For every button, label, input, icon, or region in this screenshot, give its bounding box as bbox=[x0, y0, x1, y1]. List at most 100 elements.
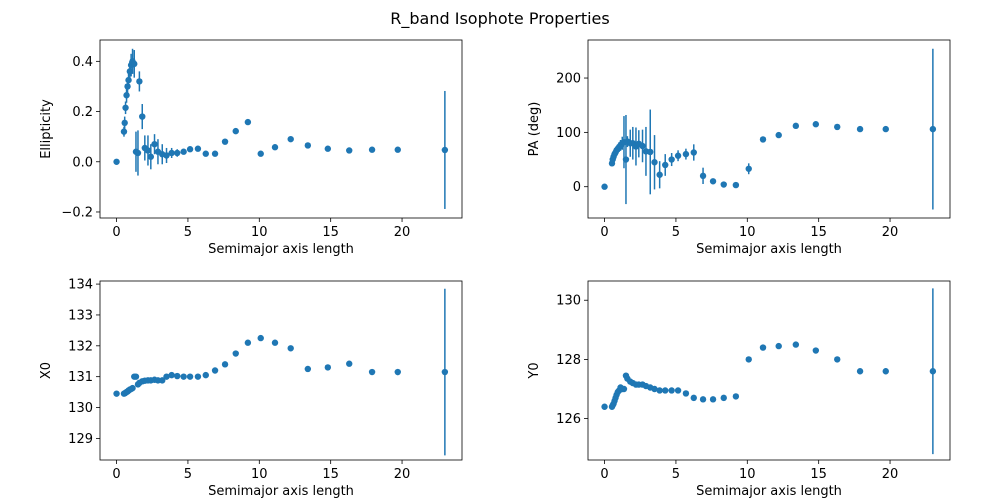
y0-xtick-label: 15 bbox=[810, 467, 827, 482]
ellipticity-data-point bbox=[194, 145, 202, 152]
x0-data-point bbox=[159, 377, 166, 384]
pa-data-point bbox=[720, 181, 727, 188]
y0-data-point bbox=[656, 387, 663, 394]
x0-ytick-label: 129 bbox=[68, 432, 93, 447]
ellipticity-ytick-label: 0.2 bbox=[72, 105, 93, 120]
pa-data-point bbox=[775, 131, 782, 139]
pa-data-point bbox=[834, 123, 841, 131]
x0-data-point bbox=[368, 368, 376, 376]
ellipticity-xlabel: Semimajor axis length bbox=[208, 242, 354, 257]
y0-ytick-label: 130 bbox=[556, 294, 581, 309]
pa-xtick-label: 5 bbox=[672, 225, 680, 240]
ellipticity-data-point bbox=[211, 150, 219, 157]
x0-data-point bbox=[194, 373, 202, 380]
ellipticity-data-point bbox=[368, 146, 376, 153]
ellipticity-data-point bbox=[168, 149, 175, 157]
x0-data-point bbox=[221, 361, 229, 368]
pa-ylabel: PA (deg) bbox=[527, 102, 542, 157]
ellipticity-xtick-label: 10 bbox=[251, 225, 268, 240]
pa-data-point bbox=[882, 125, 889, 133]
pa-data-point bbox=[745, 165, 752, 172]
ellipticity-data-point bbox=[124, 83, 131, 90]
x0-data-point bbox=[244, 339, 252, 346]
x0-data-point bbox=[232, 350, 239, 357]
y0-data-point bbox=[882, 368, 889, 375]
y0-data-point bbox=[792, 341, 800, 348]
ellipticity-data-point bbox=[180, 148, 187, 155]
x0-data-point bbox=[174, 372, 181, 380]
y0-xtick-label: 20 bbox=[882, 467, 899, 482]
x0-data-point bbox=[186, 373, 194, 380]
y0-data-point bbox=[668, 387, 675, 394]
x0-data-point bbox=[257, 334, 264, 342]
ellipticity-data-point bbox=[126, 68, 134, 75]
ellipticity-data-point bbox=[123, 92, 130, 99]
y0-data-point bbox=[720, 394, 727, 402]
ellipticity-ytick-label: −0.2 bbox=[61, 205, 93, 220]
y0-ylabel: Y0 bbox=[527, 362, 542, 379]
pa-ytick-label: 200 bbox=[556, 72, 581, 87]
pa-xtick-label: 15 bbox=[810, 225, 827, 240]
x0-xtick-label: 20 bbox=[394, 467, 411, 482]
x0-xlabel: Semimajor axis length bbox=[208, 484, 354, 499]
ellipticity-data-point bbox=[257, 150, 264, 157]
x0-ytick-label: 130 bbox=[68, 401, 93, 416]
ellipticity-ytick-label: 0.0 bbox=[72, 155, 93, 170]
y0-xtick-label: 10 bbox=[739, 467, 756, 482]
x0-data-point bbox=[304, 365, 312, 373]
ellipticity-data-point bbox=[441, 146, 449, 154]
ellipticity-data-point bbox=[139, 113, 146, 120]
subplot-x0: 0 5 10 15 20 129 130 131 132 133 134 Semimajor axis… bbox=[39, 278, 463, 499]
x0-data-point bbox=[211, 367, 219, 374]
ellipticity-data-point bbox=[287, 135, 294, 143]
ellipticity-data-point bbox=[394, 146, 401, 153]
y0-data-point bbox=[651, 385, 658, 393]
subplot-ellipticity: 0 5 10 15 20 −0.2 0.0 0.2 0.4 Semimajor axis leng… bbox=[39, 39, 463, 257]
pa-data-point bbox=[812, 121, 820, 128]
y0-data-point bbox=[775, 342, 782, 350]
pa-data-point bbox=[622, 156, 630, 163]
ellipticity-data-point bbox=[202, 150, 209, 157]
x0-data-point bbox=[113, 390, 120, 397]
ellipticity-data-point bbox=[125, 76, 132, 84]
x0-data-point bbox=[168, 371, 175, 379]
y0-data-point bbox=[674, 387, 682, 394]
ellipticity-data-point bbox=[144, 147, 152, 154]
y0-data-point bbox=[699, 396, 707, 403]
ellipticity-data-point bbox=[134, 149, 142, 157]
x0-data-point bbox=[202, 371, 209, 379]
pa-data-point bbox=[709, 178, 717, 185]
ellipticity-xtick-label: 0 bbox=[112, 225, 120, 240]
pa-data-point bbox=[674, 152, 682, 159]
x0-ytick-label: 133 bbox=[68, 308, 93, 323]
ellipticity-ylabel: Ellipticity bbox=[39, 99, 54, 159]
pa-xtick-label: 20 bbox=[882, 225, 899, 240]
pa-ytick-label: 0 bbox=[573, 180, 581, 195]
ellipticity-data-point bbox=[120, 128, 128, 135]
pa-data-point bbox=[682, 150, 690, 158]
ellipticity-data-point bbox=[131, 60, 138, 68]
x0-data-point bbox=[129, 384, 136, 392]
x0-ytick-label: 132 bbox=[68, 339, 93, 354]
figure-title: R_band Isophote Properties bbox=[390, 9, 609, 29]
ellipticity-data-point bbox=[151, 140, 158, 148]
subplot-y0: 0 5 10 15 20 126 128 130 Semimajor axis length Y0 bbox=[527, 280, 951, 499]
ellipticity-axes-frame bbox=[99, 39, 463, 219]
y0-ytick-label: 128 bbox=[556, 353, 581, 368]
y0-xtick-label: 5 bbox=[672, 467, 680, 482]
x0-xtick-label: 10 bbox=[251, 467, 268, 482]
ellipticity-xtick-label: 5 bbox=[184, 225, 192, 240]
y0-data-point bbox=[732, 393, 740, 400]
pa-data-point bbox=[759, 136, 767, 143]
y0-data-point bbox=[812, 347, 820, 354]
pa-data-point bbox=[647, 148, 654, 156]
x0-data-point bbox=[180, 373, 187, 380]
pa-data-point bbox=[639, 142, 646, 150]
pa-data-point bbox=[601, 183, 608, 190]
y0-data-point bbox=[759, 344, 767, 351]
pa-axes-frame bbox=[587, 39, 951, 219]
ellipticity-data-point bbox=[324, 145, 332, 152]
ellipticity-data-point bbox=[113, 158, 120, 165]
x0-data-point bbox=[287, 345, 294, 352]
